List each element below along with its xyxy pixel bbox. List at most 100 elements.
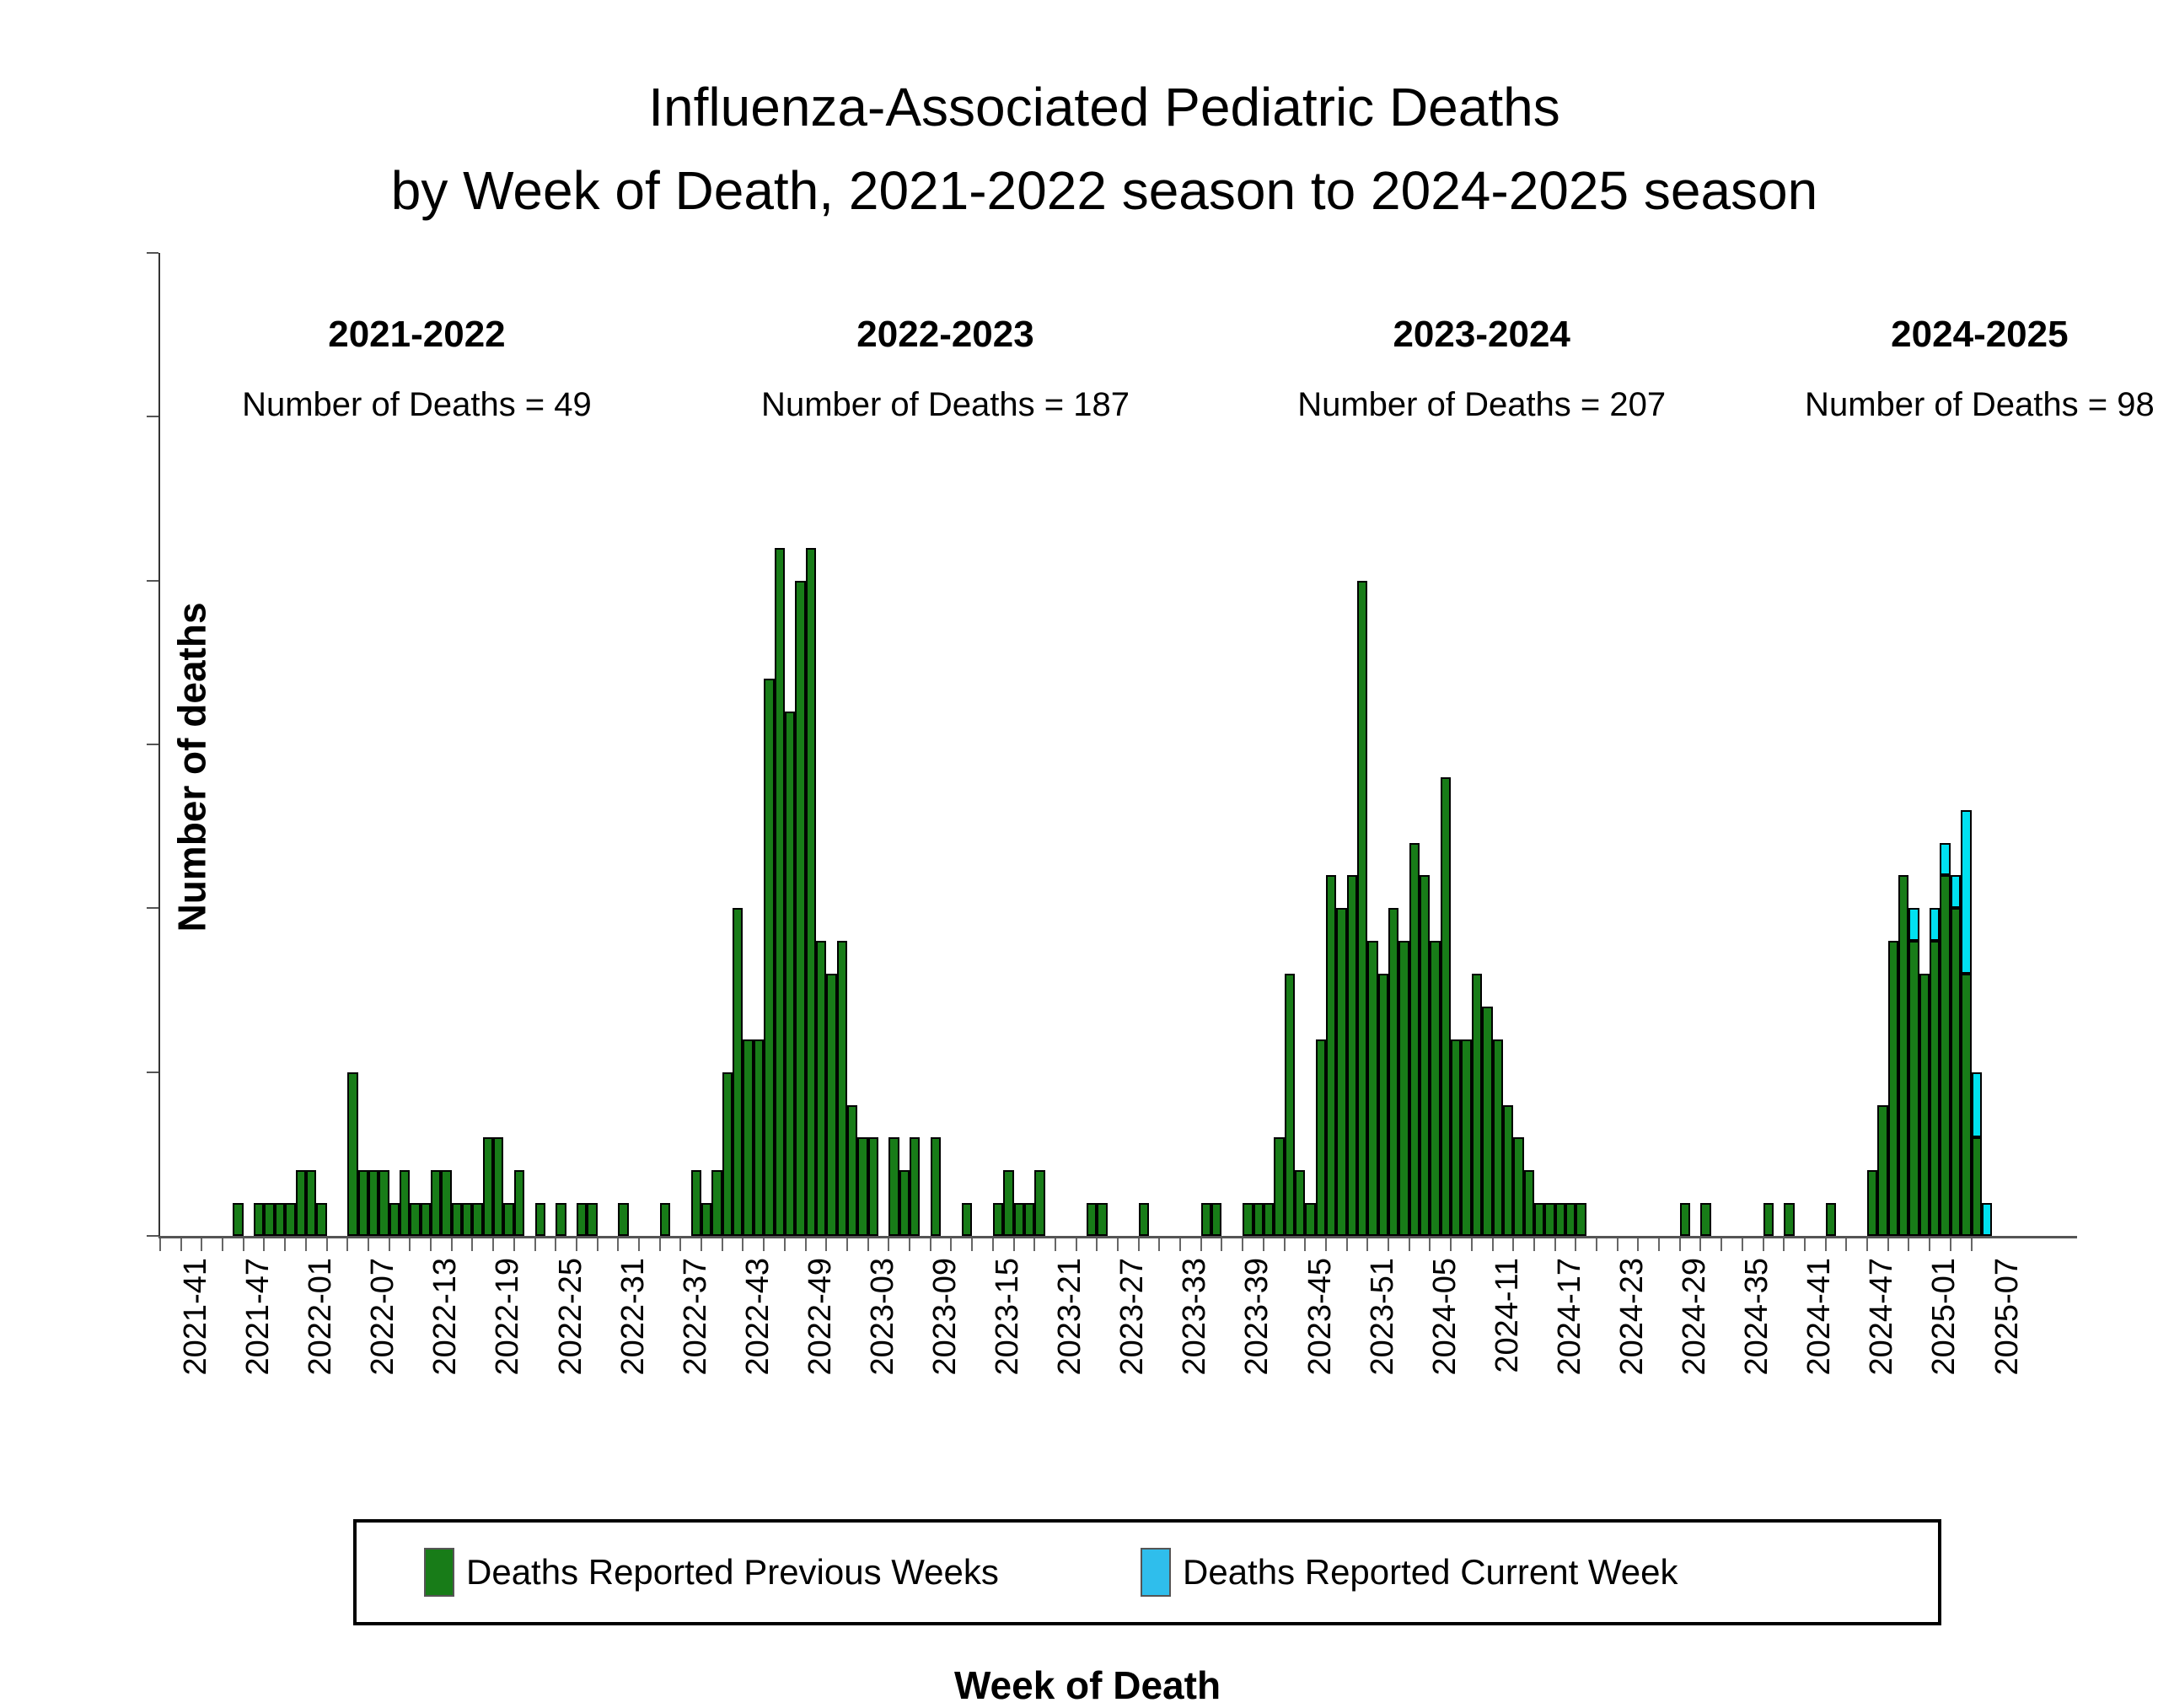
bar-previous-weeks <box>295 1170 306 1236</box>
season-label: 2023-2024 <box>1393 314 1570 355</box>
x-tick <box>1803 1238 1806 1251</box>
x-tick <box>950 1238 953 1251</box>
bar-previous-weeks <box>1565 1203 1576 1236</box>
x-tick <box>1678 1238 1681 1251</box>
bar-previous-weeks <box>711 1170 722 1236</box>
bar-previous-weeks <box>1367 941 1378 1236</box>
bar-previous-weeks <box>1097 1203 1108 1236</box>
bar-previous-weeks <box>733 908 743 1236</box>
x-tick <box>263 1238 266 1251</box>
x-tick <box>1117 1238 1119 1251</box>
x-tick-label: 2025-07 <box>1989 1258 2025 1376</box>
bar-previous-weeks <box>701 1203 712 1236</box>
x-tick <box>222 1238 224 1251</box>
x-tick <box>1575 1238 1577 1251</box>
bar-previous-weeks <box>1971 1137 1982 1236</box>
x-tick <box>1450 1238 1452 1251</box>
bar-previous-weeks <box>1243 1203 1253 1236</box>
x-tick <box>763 1238 765 1251</box>
bar-previous-weeks <box>451 1203 463 1236</box>
legend-item: Deaths Reported Current Week <box>1141 1523 1678 1622</box>
bar-previous-weeks <box>1034 1170 1045 1236</box>
bar-previous-weeks <box>1440 776 1452 1236</box>
bar-previous-weeks <box>1430 941 1441 1236</box>
season-death-count: Number of Deaths = 187 <box>761 386 1130 423</box>
bar-previous-weeks <box>1346 875 1357 1236</box>
x-tick-label: 2024-11 <box>1489 1258 1525 1373</box>
bar-previous-weeks <box>1887 941 1899 1236</box>
bar-previous-weeks <box>1274 1137 1285 1236</box>
x-tick <box>1929 1238 1931 1251</box>
bar-previous-weeks <box>1253 1203 1264 1236</box>
x-tick-label: 2023-51 <box>1364 1258 1400 1376</box>
x-tick <box>1762 1238 1764 1251</box>
bar-previous-weeks <box>774 547 785 1236</box>
x-tick-label: 2022-25 <box>552 1258 588 1376</box>
x-tick <box>1388 1238 1390 1251</box>
bar-previous-weeks <box>1451 1039 1462 1236</box>
bar-previous-weeks <box>556 1203 566 1236</box>
bar-current-week <box>1981 1203 1993 1236</box>
x-tick <box>1200 1238 1202 1251</box>
bar-previous-weeks <box>1315 1039 1326 1236</box>
bar-previous-weeks <box>1420 875 1431 1236</box>
bar-previous-weeks <box>1700 1203 1711 1236</box>
season-label: 2024-2025 <box>1891 314 2069 355</box>
y-tick <box>147 907 158 910</box>
x-tick-label: 2023-27 <box>1114 1258 1151 1376</box>
x-tick-label: 2024-17 <box>1551 1258 1587 1376</box>
bar-previous-weeks <box>910 1137 921 1236</box>
season-label: 2021-2022 <box>328 314 506 355</box>
bar-previous-weeks <box>420 1203 432 1236</box>
bar-previous-weeks <box>1211 1203 1222 1236</box>
chart-canvas: Influenza-Associated Pediatric Deaths by… <box>51 66 2158 1707</box>
bar-previous-weeks <box>1554 1203 1565 1236</box>
bar-previous-weeks <box>1409 842 1420 1236</box>
season-death-count: Number of Deaths = 49 <box>242 386 592 423</box>
bar-previous-weeks <box>368 1170 379 1236</box>
x-tick-label: 2024-41 <box>1801 1258 1838 1376</box>
y-tick <box>147 579 158 582</box>
bar-previous-weeks <box>513 1170 525 1236</box>
x-tick-label: 2023-45 <box>1302 1258 1338 1376</box>
x-tick <box>658 1238 661 1251</box>
bar-previous-weeks <box>1533 1203 1545 1236</box>
x-tick <box>180 1238 182 1251</box>
bar-previous-weeks <box>1898 875 1909 1236</box>
bar-previous-weeks <box>930 1137 942 1236</box>
bar-previous-weeks <box>378 1170 389 1236</box>
x-tick <box>1012 1238 1015 1251</box>
x-tick <box>346 1238 349 1251</box>
x-tick <box>991 1238 994 1251</box>
bar-previous-weeks <box>1357 580 1368 1236</box>
bar-previous-weeks <box>503 1203 514 1236</box>
x-tick <box>1262 1238 1264 1251</box>
x-tick-label: 2024-35 <box>1739 1258 1775 1376</box>
x-tick <box>1324 1238 1327 1251</box>
x-tick <box>1221 1238 1223 1251</box>
plot-area: 051015202530 2021-412021-472022-012022-0… <box>147 252 2155 1707</box>
bar-previous-weeks <box>1940 875 1951 1236</box>
x-tick <box>1616 1238 1618 1251</box>
bar-previous-weeks <box>764 679 775 1236</box>
x-tick <box>1824 1238 1827 1251</box>
x-tick <box>825 1238 828 1251</box>
x-axis-title: Week of Death <box>953 1663 1221 1707</box>
legend-label: Deaths Reported Previous Weeks <box>466 1552 999 1592</box>
x-tick <box>909 1238 911 1251</box>
bar-previous-weeks <box>1825 1203 1836 1236</box>
x-tick <box>450 1238 453 1251</box>
y-tick <box>147 744 158 745</box>
legend-swatch-previous-weeks <box>424 1548 454 1597</box>
bar-current-week <box>1940 842 1951 876</box>
x-tick <box>1179 1238 1182 1251</box>
bar-previous-weeks <box>1513 1137 1524 1236</box>
bar-previous-weeks <box>410 1203 421 1236</box>
chart-title: Influenza-Associated Pediatric Deaths by… <box>51 66 2158 233</box>
bar-previous-weeks <box>431 1170 442 1236</box>
x-tick <box>555 1238 557 1251</box>
bar-previous-weeks <box>1388 908 1399 1236</box>
bar-previous-weeks <box>576 1203 588 1236</box>
bar-previous-weeks <box>462 1203 473 1236</box>
x-tick <box>284 1238 287 1251</box>
